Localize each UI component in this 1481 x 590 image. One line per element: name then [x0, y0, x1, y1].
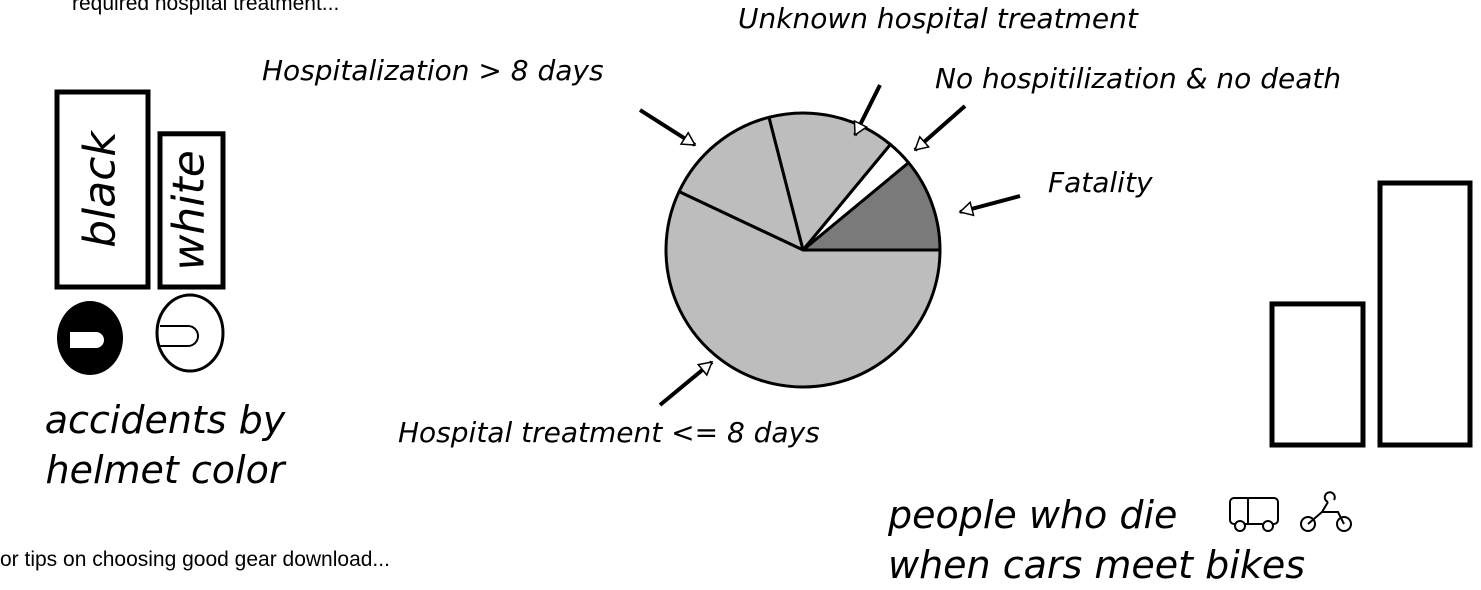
- visor: [70, 332, 104, 348]
- slice-label: No hospitilization & no death: [935, 62, 1341, 95]
- helmet-icons: [57, 295, 223, 375]
- bar-label: black: [75, 130, 126, 248]
- bar: [1380, 183, 1470, 445]
- visor: [160, 326, 198, 346]
- page: required hospital treatment... or tips o…: [0, 0, 1481, 578]
- slice-label: Hospitalization > 8 days: [262, 54, 604, 87]
- bar: [1272, 304, 1363, 445]
- bar-label: white: [164, 150, 215, 270]
- white-helmet: [157, 295, 223, 371]
- slice-label: Unknown hospital treatment: [738, 2, 1139, 35]
- bike-title: people who die when cars meet bikes: [888, 490, 1368, 590]
- slice-label: Hospital treatment <= 8 days: [398, 416, 820, 449]
- slice-label: Fatality: [1048, 166, 1153, 199]
- helmet-title: accidents by helmet color: [0, 395, 330, 495]
- vehicle-icons: [1218, 490, 1368, 536]
